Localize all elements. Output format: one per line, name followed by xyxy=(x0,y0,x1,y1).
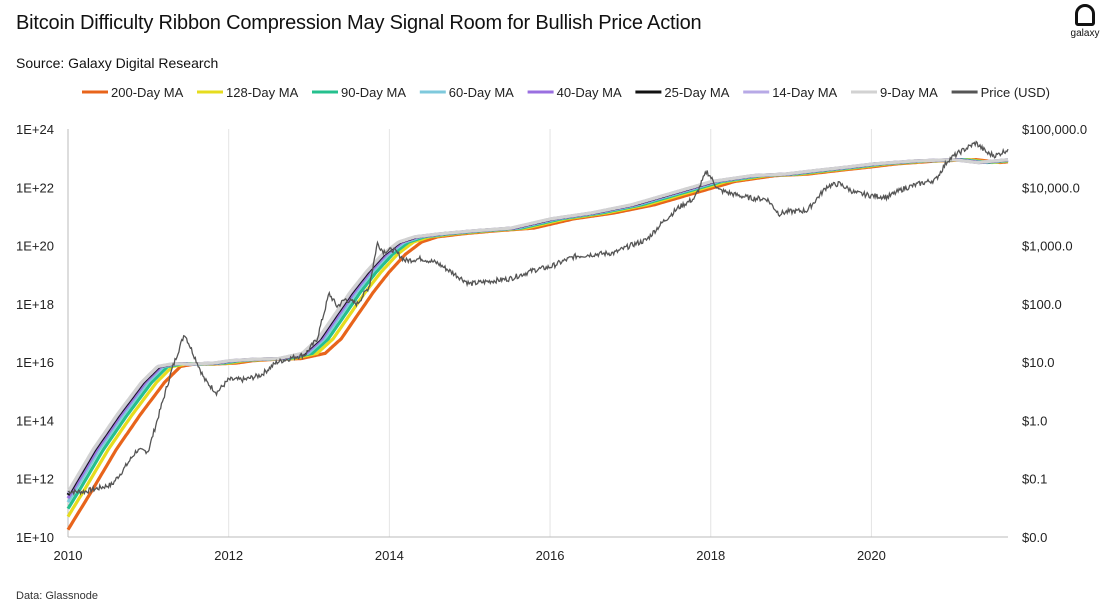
y-left-tick-label: 1E+14 xyxy=(16,413,54,428)
y-left-tick-label: 1E+10 xyxy=(16,530,54,545)
series-line-200-day-ma xyxy=(66,158,1009,531)
source-caption: Source: Galaxy Digital Research xyxy=(16,55,219,71)
chart-axes: 2010 2012 2014 2016 2018 2020 1E+10 1E+12 1E+14 1… xyxy=(16,122,1087,563)
y-left-tick-label: 1E+20 xyxy=(16,239,54,254)
legend-label: 128-Day MA xyxy=(226,85,299,100)
y-right-tick-label: $10.0 xyxy=(1022,355,1055,370)
y-right-tick-label: $0.1 xyxy=(1022,472,1047,487)
x-tick-label: 2020 xyxy=(857,548,886,563)
series-line-9-day-ma xyxy=(66,158,1009,493)
chart-legend: 200-Day MA 128-Day MA 90-Day MA 60-Day MA 40… xyxy=(82,85,1050,100)
series-line-128-day-ma xyxy=(66,158,1009,518)
page-title: Bitcoin Difficulty Ribbon Compression Ma… xyxy=(16,12,702,34)
galaxy-logo-text: galaxy xyxy=(1070,28,1100,39)
y-left-tick-label: 1E+18 xyxy=(16,297,54,312)
data-source-note: Data: Glassnode xyxy=(16,590,98,602)
chart-series xyxy=(66,140,1009,531)
x-tick-label: 2018 xyxy=(696,548,725,563)
legend-label: 90-Day MA xyxy=(341,85,406,100)
series-line-40-day-ma xyxy=(66,158,1009,500)
series-line-14-day-ma xyxy=(66,158,1009,494)
y-left-tick-label: 1E+12 xyxy=(16,472,54,487)
series-line-90-day-ma xyxy=(66,158,1009,510)
legend-label: 40-Day MA xyxy=(557,85,622,100)
series-line-price-usd xyxy=(67,140,1009,497)
y-left-tick-label: 1E+24 xyxy=(16,122,54,137)
y-left-tick-label: 1E+16 xyxy=(16,355,54,370)
x-tick-label: 2010 xyxy=(54,548,83,563)
y-right-tick-label: $100.0 xyxy=(1022,297,1062,312)
legend-label: 25-Day MA xyxy=(664,85,729,100)
legend-label: 200-Day MA xyxy=(111,85,184,100)
grid-lines xyxy=(228,129,872,537)
legend-label: 14-Day MA xyxy=(772,85,837,100)
legend-label: Price (USD) xyxy=(981,85,1050,100)
y-right-tick-label: $1.0 xyxy=(1022,413,1047,428)
y-right-tick-label: $10,000.0 xyxy=(1022,180,1080,195)
x-tick-label: 2014 xyxy=(375,548,404,563)
x-tick-label: 2016 xyxy=(536,548,565,563)
legend-label: 9-Day MA xyxy=(880,85,938,100)
x-tick-label: 2012 xyxy=(214,548,243,563)
galaxy-logo-icon xyxy=(1075,4,1095,26)
series-line-60-day-ma xyxy=(66,158,1009,504)
galaxy-logo: galaxy xyxy=(1068,2,1100,46)
y-right-tick-label: $1,000.0 xyxy=(1022,239,1073,254)
legend-label: 60-Day MA xyxy=(449,85,514,100)
series-line-25-day-ma xyxy=(66,158,1009,496)
y-left-tick-label: 1E+22 xyxy=(16,180,54,195)
y-right-tick-label: $0.0 xyxy=(1022,530,1047,545)
y-right-tick-label: $100,000.0 xyxy=(1022,122,1087,137)
